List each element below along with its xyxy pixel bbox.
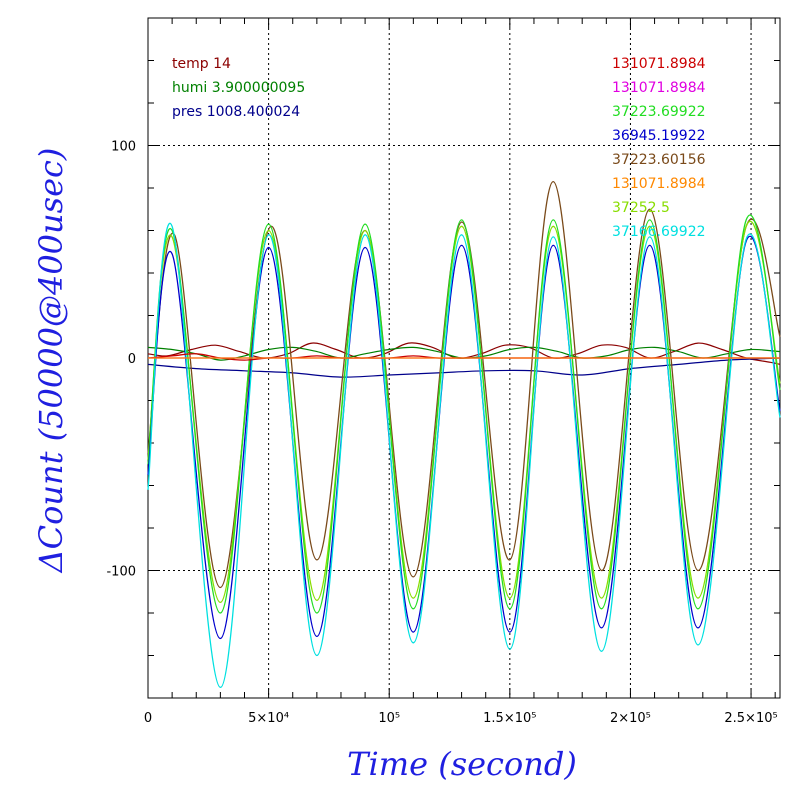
- y-tick-label: 100: [111, 140, 136, 155]
- x-axis-title: Time (second): [347, 745, 577, 783]
- x-tick-label: 1.5×10⁵: [483, 711, 536, 726]
- x-tick-label: 10⁵: [378, 711, 400, 726]
- y-axis-title: ΔCount (50000@400usec): [32, 148, 70, 575]
- legend-entry: 37252.5: [612, 200, 670, 216]
- info-line: temp 14: [172, 56, 231, 72]
- legend-entry: 37223.60156: [612, 152, 706, 168]
- legend-entry: 37166.69922: [612, 224, 706, 240]
- legend-entry: 131071.8984: [612, 56, 706, 72]
- y-tick-label: -100: [106, 565, 136, 580]
- info-line: humi 3.900000095: [172, 80, 305, 96]
- tick-labels: 0 5×10⁴ 10⁵ 1.5×10⁵ 2×10⁵ 2.5×10⁵ 100 0 -100: [106, 140, 777, 727]
- x-tick-label: 0: [144, 711, 152, 726]
- legend-entry: 36945.19922: [612, 128, 706, 144]
- y-tick-label: 0: [128, 352, 136, 367]
- x-tick-label: 5×10⁴: [248, 711, 289, 726]
- x-tick-label: 2.5×10⁵: [724, 711, 777, 726]
- legend: 131071.8984 131071.8984 37223.69922 36945.1…: [612, 56, 706, 240]
- legend-entry: 37223.69922: [612, 104, 706, 120]
- series-layer: [147, 180, 781, 689]
- info-line: pres 1008.400024: [172, 104, 300, 120]
- series-line: [147, 214, 781, 614]
- axis-ticks: [148, 17, 780, 699]
- x-tick-label: 2×10⁵: [610, 711, 651, 726]
- info-block: temp 14 humi 3.900000095 pres 1008.400024: [172, 56, 305, 120]
- legend-entry: 131071.8984: [612, 80, 706, 96]
- series-line: [147, 222, 781, 689]
- legend-entry: 131071.8984: [612, 176, 706, 192]
